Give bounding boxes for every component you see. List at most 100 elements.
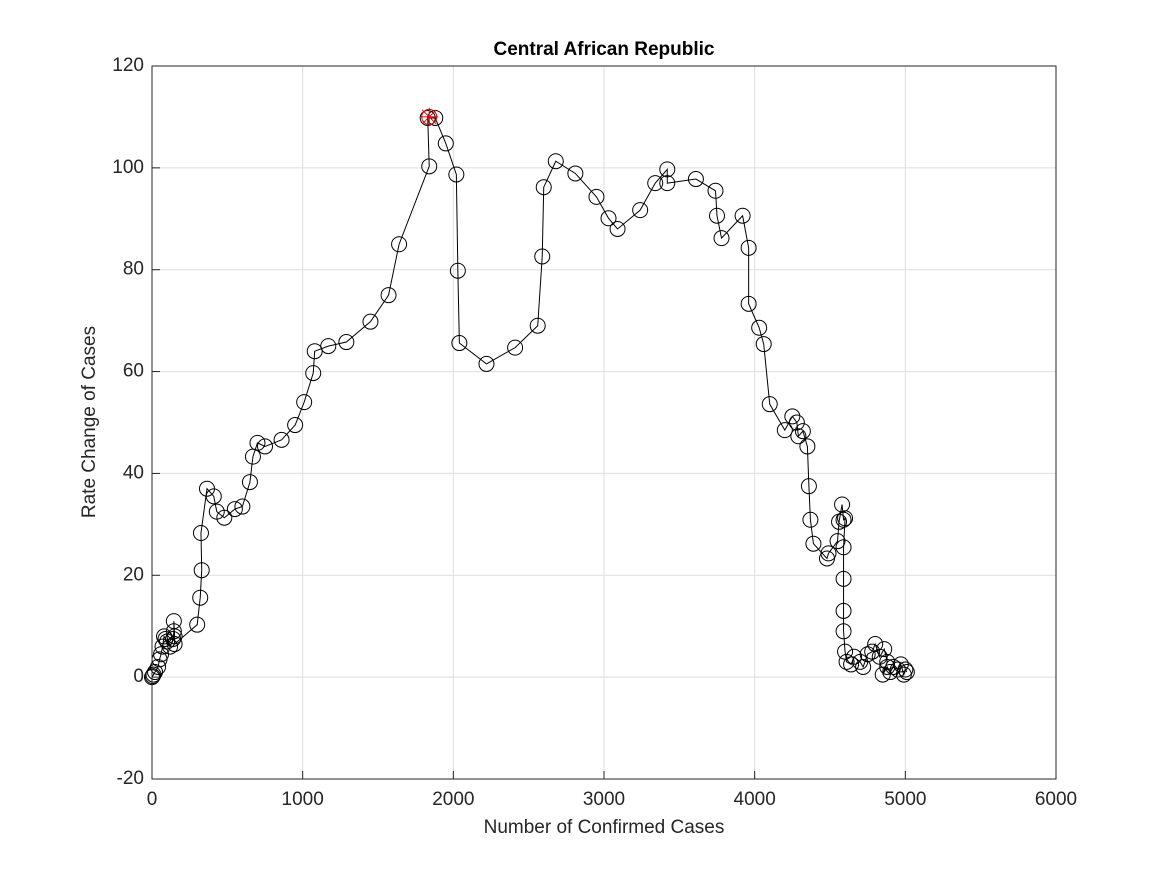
- data-point: [837, 510, 854, 527]
- data-point: [788, 414, 805, 431]
- data-point: [835, 570, 852, 587]
- y-tick-label: -20: [117, 768, 144, 789]
- data-point: [879, 658, 896, 675]
- data-point: [709, 207, 725, 224]
- data-point: [205, 488, 222, 505]
- data-point: [820, 545, 837, 562]
- data-point: [419, 109, 436, 126]
- y-tick-label: 20: [123, 564, 144, 585]
- x-tick-label: 3000: [583, 789, 625, 810]
- data-point: [659, 161, 676, 178]
- data-point: [776, 422, 793, 439]
- data-point: [534, 248, 551, 265]
- data-point: [647, 175, 664, 192]
- data-point: [234, 498, 251, 515]
- data-point: [876, 641, 893, 658]
- data-point: [380, 287, 397, 304]
- data-point: [144, 668, 161, 685]
- data-point: [799, 438, 816, 455]
- data-point: [659, 175, 676, 192]
- data-point: [794, 423, 811, 440]
- data-point: [249, 434, 266, 451]
- x-tick-label: 1000: [282, 789, 324, 810]
- data-point: [535, 179, 552, 196]
- data-point: [600, 210, 617, 227]
- data-point: [507, 339, 524, 356]
- y-tick-label: 80: [123, 259, 144, 280]
- data-point: [166, 628, 183, 645]
- data-point: [156, 628, 173, 645]
- data-point: [800, 478, 817, 495]
- data-point: [154, 638, 171, 655]
- data-point: [162, 638, 179, 655]
- data-point: [889, 661, 906, 678]
- data-point: [547, 153, 564, 170]
- data-point: [835, 602, 852, 619]
- data-point: [755, 336, 772, 353]
- data-point: [874, 666, 891, 683]
- data-point: [192, 525, 209, 542]
- data-point: [226, 501, 243, 518]
- data-point: [734, 207, 751, 224]
- data-point: [802, 511, 819, 528]
- data-point: [241, 474, 258, 491]
- data-point: [165, 623, 182, 640]
- data-point: [567, 165, 584, 182]
- data-point: [843, 656, 860, 673]
- data-point: [305, 365, 322, 382]
- y-tick-label: 100: [112, 157, 144, 178]
- data-point: [740, 239, 757, 256]
- data-point: [751, 319, 768, 336]
- data-point: [588, 188, 605, 205]
- data-point: [257, 438, 273, 455]
- data-point: [287, 417, 304, 434]
- data-point: [147, 664, 164, 681]
- data-point: [855, 658, 872, 675]
- x-tick-label: 6000: [1035, 789, 1077, 810]
- x-tick-label: 2000: [432, 789, 474, 810]
- y-tick-label: 120: [112, 55, 144, 76]
- highlight-cross: [420, 107, 439, 126]
- data-point: [192, 589, 209, 606]
- data-point: [448, 166, 465, 183]
- data-point: [897, 661, 914, 678]
- y-tick-label: 0: [133, 666, 144, 687]
- data-point: [790, 428, 807, 445]
- data-point: [338, 334, 355, 351]
- x-tick-label: 4000: [734, 789, 776, 810]
- data-line: [151, 117, 908, 678]
- data-point: [879, 653, 896, 670]
- data-point: [784, 408, 801, 425]
- data-point: [451, 335, 468, 352]
- data-point: [687, 171, 704, 188]
- data-point: [805, 535, 822, 552]
- data-point: [529, 317, 546, 334]
- data-point: [609, 220, 626, 237]
- data-point: [150, 658, 167, 675]
- data-point: [320, 338, 337, 355]
- data-point: [713, 230, 730, 247]
- data-point: [740, 295, 757, 312]
- y-axis-label: Rate Change of Cases: [79, 326, 100, 518]
- data-point: [273, 431, 290, 448]
- data-point: [391, 236, 408, 253]
- highlight-point: [420, 107, 439, 126]
- data-point: [449, 262, 466, 279]
- x-axis-label: Number of Confirmed Cases: [484, 817, 725, 838]
- data-point: [761, 396, 778, 413]
- data-point: [296, 394, 313, 411]
- data-point: [216, 509, 233, 526]
- data-point: [437, 135, 454, 152]
- data-point: [835, 623, 852, 640]
- data-point: [829, 533, 846, 550]
- data-point: [189, 616, 206, 633]
- data-point: [898, 664, 915, 681]
- y-tick-label: 40: [123, 462, 144, 483]
- x-tick-label: 0: [147, 789, 158, 810]
- data-point: [835, 511, 852, 528]
- chart-title: Central African Republic: [493, 39, 714, 60]
- data-point: [166, 636, 183, 653]
- data-point: [193, 562, 210, 579]
- data-point: [846, 648, 863, 665]
